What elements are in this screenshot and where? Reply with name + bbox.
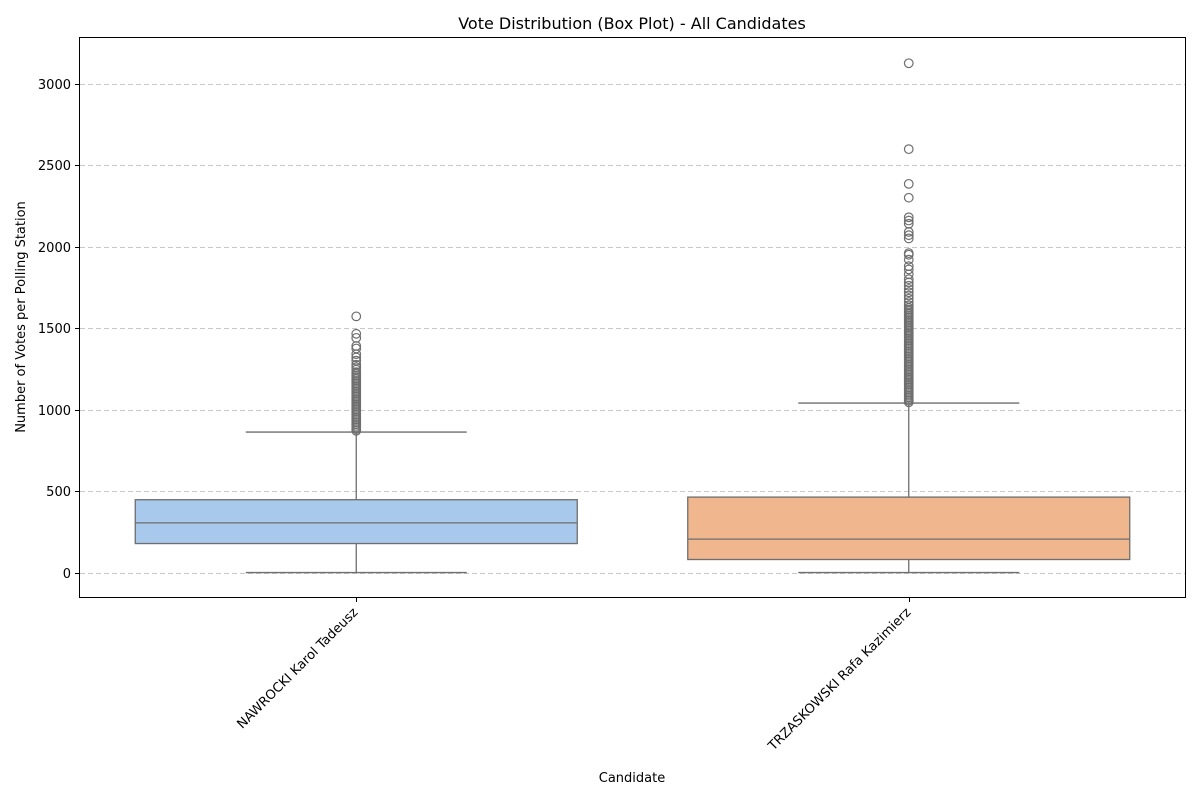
outlier-1-70 xyxy=(903,261,914,272)
x-tick-label-0: NAWROCKI Karol Tadeusz xyxy=(234,605,361,732)
y-tick-label-3: 1500 xyxy=(38,322,71,337)
y-tick-label-0: 0 xyxy=(63,567,71,582)
y-tick-label-6: 3000 xyxy=(38,78,71,93)
outlier-0-36 xyxy=(351,367,362,377)
y-tick-label-2: 1000 xyxy=(38,404,71,419)
outlier-1-64 xyxy=(903,284,914,294)
outlier-1-73 xyxy=(903,248,914,259)
boxes xyxy=(134,58,1131,574)
outlier-0-47 xyxy=(351,311,362,322)
outlier-1-78 xyxy=(903,215,914,226)
outlier-0-40 xyxy=(351,355,362,366)
box-0 xyxy=(134,499,578,545)
outlier-1-67 xyxy=(903,274,914,285)
outlier-1-82 xyxy=(903,144,914,155)
x-tick-label-1: TRZASKOWSKI Rafa Kazimierz xyxy=(765,605,914,754)
outlier-0-39 xyxy=(351,359,362,370)
outlier-0-38 xyxy=(351,362,362,373)
outlier-0-45 xyxy=(351,332,362,343)
box-1 xyxy=(687,496,1131,561)
gridlines xyxy=(80,84,1185,574)
plot-frame xyxy=(79,37,1186,598)
outlier-1-71 xyxy=(903,254,914,265)
outlier-1-69 xyxy=(903,264,914,275)
outlier-1-74 xyxy=(903,233,914,244)
outlier-1-80 xyxy=(903,192,914,203)
y-axis: 0 500 1000 1500 2000 2500 3000 xyxy=(38,78,80,582)
y-tick-label-5: 2500 xyxy=(38,159,71,174)
outlier-1-63 xyxy=(903,287,914,298)
outlier-1-83 xyxy=(903,58,914,69)
outlier-1-60 xyxy=(903,297,914,307)
outlier-1-65 xyxy=(903,280,914,291)
box-group-1 xyxy=(687,58,1131,574)
x-axis-label: Candidate xyxy=(599,771,665,786)
chart-title: Vote Distribution (Box Plot) - All Candi… xyxy=(458,14,806,33)
x-axis: NAWROCKI Karol Tadeusz TRZASKOWSKI Rafa K… xyxy=(234,597,914,755)
y-tick-label-4: 2000 xyxy=(38,241,71,256)
outlier-1-77 xyxy=(903,218,914,229)
outlier-1-75 xyxy=(903,230,914,241)
y-tick-label-1: 500 xyxy=(46,485,71,500)
outlier-0-43 xyxy=(351,343,362,354)
outlier-0-46 xyxy=(351,328,362,339)
outlier-1-79 xyxy=(903,212,914,223)
outlier-1-61 xyxy=(903,293,914,304)
outlier-1-59 xyxy=(903,300,914,311)
y-axis-label: Number of Votes per Polling Station xyxy=(14,201,29,433)
outlier-1-81 xyxy=(903,178,914,189)
box-group-0 xyxy=(134,311,578,574)
outlier-1-62 xyxy=(903,290,914,301)
